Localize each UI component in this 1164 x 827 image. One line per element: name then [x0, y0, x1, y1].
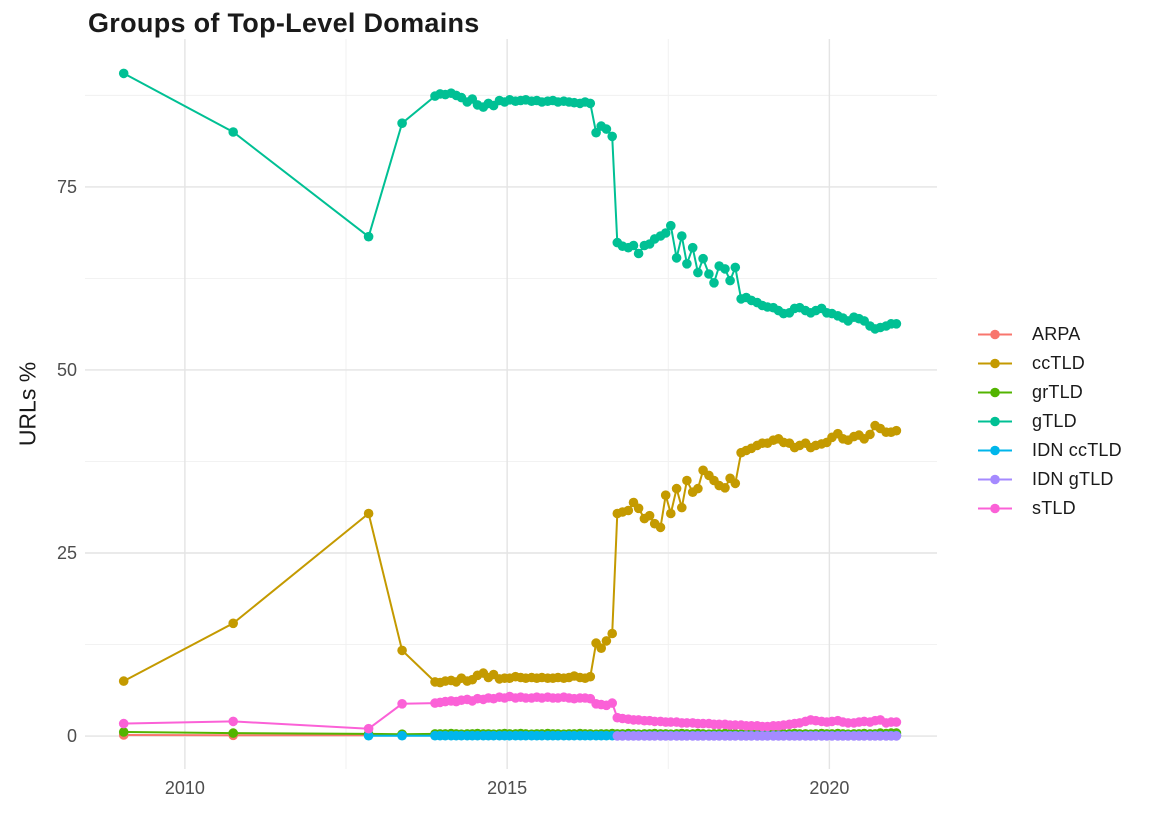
data-point-ccTLD — [891, 425, 902, 436]
x-tick-label-2020: 2020 — [809, 778, 850, 798]
legend: ARPA ccTLD grTLD gTLD IDN ccTLD IDN gTLD sTLD — [978, 320, 1122, 523]
data-point-ccTLD — [397, 645, 407, 656]
legend-item-ARPA: ARPA — [978, 320, 1122, 349]
data-point-sTLD — [607, 698, 617, 708]
series-line-ccTLD — [123, 424, 897, 684]
legend-key-icon-grTLD — [978, 387, 1012, 398]
grid-minor — [85, 39, 937, 769]
x-tick-label-2010: 2010 — [164, 778, 205, 798]
y-tick-label-25: 25 — [56, 543, 77, 563]
data-point-gTLD — [671, 253, 682, 263]
data-point-gTLD — [585, 98, 596, 109]
data-point-gTLD — [633, 248, 644, 259]
legend-label-gTLD: gTLD — [1032, 411, 1077, 431]
data-point-gTLD — [666, 220, 676, 231]
data-point-gTLD — [607, 131, 617, 142]
legend-label-grTLD: grTLD — [1032, 382, 1084, 402]
series-sTLD — [118, 691, 902, 734]
legend-key-icon-gTLD — [978, 416, 1012, 427]
data-point-ccTLD — [677, 502, 687, 513]
legend-key-icon-ccTLD — [978, 358, 1012, 369]
data-point-ccTLD — [633, 503, 644, 514]
data-point-ccTLD — [601, 636, 612, 646]
legend-item-gTLD: gTLD — [978, 407, 1122, 436]
data-point-gTLD — [730, 262, 741, 273]
data-point-gTLD — [591, 127, 601, 138]
series-gTLD — [118, 68, 902, 334]
legend-label-sTLD: sTLD — [1032, 498, 1076, 518]
y-tick-label-50: 50 — [56, 359, 77, 380]
legend-item-IDN-ccTLD: IDN ccTLD — [978, 436, 1122, 465]
data-point-sTLD — [118, 718, 129, 729]
data-point-sTLD — [228, 716, 238, 727]
y-tick-label-75: 75 — [56, 176, 77, 197]
data-point-gTLD — [601, 124, 612, 134]
data-point-gTLD — [891, 319, 902, 329]
grid-major — [85, 39, 937, 769]
data-point-gTLD — [118, 68, 129, 79]
data-point-ccTLD — [644, 510, 655, 521]
data-point-ccTLD — [660, 490, 671, 501]
data-point-gTLD — [660, 228, 671, 238]
data-point-ccTLD — [682, 475, 692, 486]
data-point-sTLD — [363, 723, 374, 734]
data-point-grTLD — [118, 727, 129, 737]
data-point-IDN-ccTLD — [363, 730, 374, 741]
data-point-ccTLD — [693, 483, 703, 494]
data-point-ccTLD — [585, 671, 596, 682]
data-point-gTLD — [397, 118, 407, 128]
data-point-gTLD — [628, 240, 639, 251]
legend-label-ccTLD: ccTLD — [1032, 353, 1086, 373]
legend-label-IDN-gTLD: IDN gTLD — [1032, 469, 1114, 489]
legend-key-icon-IDN-gTLD — [978, 474, 1012, 485]
data-point-ccTLD — [363, 508, 374, 519]
legend-label-IDN-ccTLD: IDN ccTLD — [1032, 440, 1122, 460]
data-point-ccTLD — [607, 628, 617, 639]
legend-item-sTLD: sTLD — [978, 494, 1122, 523]
data-point-gTLD — [704, 269, 714, 279]
data-point-gTLD — [709, 278, 719, 288]
data-point-ccTLD — [623, 505, 634, 516]
data-point-gTLD — [677, 231, 687, 241]
data-point-ccTLD — [228, 618, 238, 629]
chart-title: Groups of Top-Level Domains — [88, 8, 480, 38]
data-point-ccTLD — [730, 478, 741, 489]
data-point-ccTLD — [720, 483, 730, 493]
data-point-gTLD — [698, 253, 708, 264]
data-point-gTLD — [725, 275, 735, 286]
legend-key-icon-ARPA — [978, 329, 1012, 340]
data-point-ccTLD — [666, 508, 676, 519]
data-point-gTLD — [228, 127, 238, 137]
legend-key-icon-IDN-ccTLD — [978, 445, 1012, 456]
data-point-sTLD — [891, 717, 902, 727]
legend-item-IDN-gTLD: IDN gTLD — [978, 465, 1122, 494]
data-point-ccTLD — [655, 522, 666, 533]
data-point-IDN-ccTLD — [397, 730, 407, 741]
series-ccTLD — [118, 420, 902, 688]
series-line-gTLD — [123, 72, 897, 330]
legend-label-ARPA: ARPA — [1032, 324, 1081, 344]
data-point-IDN-gTLD — [891, 731, 902, 741]
data-point-ccTLD — [596, 643, 606, 653]
y-tick-label-0: 0 — [66, 726, 77, 747]
data-point-ccTLD — [671, 483, 682, 494]
data-point-gTLD — [687, 242, 698, 253]
data-point-ccTLD — [865, 429, 875, 440]
data-point-gTLD — [363, 231, 374, 242]
legend-key-icon-sTLD — [978, 503, 1012, 514]
data-point-grTLD — [228, 728, 238, 738]
legend-item-grTLD: grTLD — [978, 378, 1122, 407]
data-point-gTLD — [720, 264, 730, 274]
data-point-gTLD — [682, 259, 692, 269]
data-point-gTLD — [693, 267, 703, 278]
data-point-ccTLD — [118, 676, 129, 686]
legend-item-ccTLD: ccTLD — [978, 349, 1122, 378]
series-IDN-gTLD — [612, 731, 902, 741]
x-tick-label-2015: 2015 — [487, 778, 528, 798]
data-point-sTLD — [397, 699, 407, 709]
